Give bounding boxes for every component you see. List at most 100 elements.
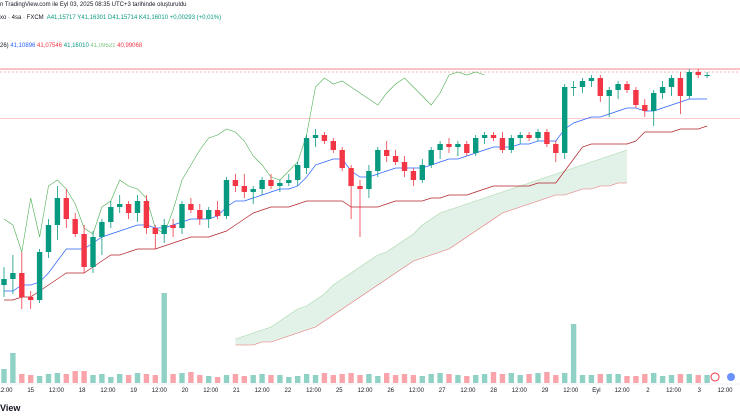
- volume-bar: [72, 371, 78, 383]
- senkou-b-line: [235, 182, 627, 346]
- volume-bar: [268, 375, 274, 383]
- volume-bar: [588, 375, 595, 383]
- ohlc-change: +0,00293 (+0,01%): [169, 15, 222, 21]
- candle-body: [321, 135, 328, 141]
- candle-body: [695, 72, 701, 75]
- volume-bar: [579, 375, 586, 383]
- x-tick-label: 12:00: [100, 388, 116, 394]
- candle-body: [72, 219, 78, 234]
- candle-body: [214, 210, 221, 216]
- candle-body: [28, 297, 34, 300]
- volume-bar: [206, 376, 212, 383]
- volume-bar: [428, 374, 434, 383]
- volume-bar: [161, 293, 167, 383]
- senkou-b-value: 40,99068: [117, 43, 143, 49]
- volume-bar: [197, 375, 203, 383]
- candle-body: [330, 141, 336, 150]
- candle-body: [481, 135, 488, 138]
- candle-body: [161, 225, 167, 234]
- candle-body: [597, 78, 603, 96]
- candle-body: [188, 204, 194, 210]
- volume-bar: [63, 374, 69, 383]
- volume-bar: [481, 374, 488, 383]
- candle-body: [677, 78, 684, 96]
- candle-body: [704, 75, 710, 76]
- brand-logo-text: View: [0, 403, 21, 413]
- volume-bar: [259, 374, 265, 383]
- candle-body: [499, 138, 506, 150]
- candle-body: [45, 225, 52, 252]
- volume-bar: [437, 373, 443, 383]
- volume-bar: [143, 374, 150, 383]
- volume-bar: [633, 376, 639, 383]
- volume-bar: [366, 374, 372, 383]
- candle-body: [259, 180, 265, 189]
- candle-body: [464, 144, 470, 153]
- x-tick-label: 15: [27, 388, 34, 394]
- volume-bar: [384, 373, 390, 383]
- volume-bar: [677, 374, 684, 383]
- volume-bar: [330, 375, 336, 383]
- volume-bar: [499, 374, 506, 383]
- volume-bar: [597, 374, 603, 383]
- volume-bar: [562, 373, 568, 383]
- candle-body: [392, 156, 399, 162]
- candle-body: [384, 150, 390, 156]
- ichimoku-cloud: [235, 150, 627, 345]
- candle-body: [250, 189, 256, 192]
- x-tick-label: 12:00: [460, 388, 476, 394]
- candle-body: [108, 207, 114, 222]
- volume-bar: [508, 373, 514, 383]
- x-tick-label: 12:00: [203, 388, 219, 394]
- candle-body: [295, 165, 301, 180]
- volume-bar: [517, 375, 523, 383]
- x-tick-label: 25: [336, 388, 343, 394]
- volume-bar: [90, 375, 96, 383]
- x-tick-label: 22: [285, 388, 292, 394]
- candle-body: [241, 186, 247, 192]
- x-tick-label: 2: [646, 388, 650, 394]
- volume-bar: [410, 375, 417, 383]
- volume-bar: [223, 375, 230, 383]
- x-tick-label: 29: [542, 388, 549, 394]
- candle-body: [588, 78, 595, 81]
- candle-body: [517, 135, 523, 138]
- candle-body: [401, 162, 408, 171]
- volume-bar: [526, 374, 532, 383]
- ohlc-close: K41,16010: [139, 15, 169, 21]
- volume-bar: [312, 375, 319, 383]
- candle-body: [134, 201, 141, 213]
- price-lines: [0, 68, 740, 119]
- volume-bar: [704, 375, 710, 383]
- candle-body: [179, 204, 185, 228]
- volume-bar: [473, 375, 479, 383]
- ohlc-high: Y41,16301: [77, 15, 107, 21]
- volume-bar: [303, 374, 310, 383]
- volume-bar: [10, 353, 16, 383]
- x-tick-label: 26: [387, 388, 394, 394]
- history-icon[interactable]: [710, 372, 720, 382]
- volume-bar: [357, 375, 363, 383]
- candle-body: [277, 183, 283, 186]
- indicator-params: 26): [0, 43, 9, 49]
- candle-body: [668, 78, 675, 87]
- candle-body: [357, 186, 363, 189]
- x-tick-label: 12:00: [512, 388, 528, 394]
- volume-bar: [188, 372, 194, 383]
- x-tick-label: 18: [79, 388, 86, 394]
- volume-bar: [348, 373, 354, 383]
- candle-body: [170, 225, 176, 228]
- volume-bar: [375, 376, 381, 383]
- cloud-fill: [235, 150, 627, 345]
- volume-bar: [392, 375, 399, 383]
- volume-bar: [544, 372, 550, 383]
- candle-body: [348, 168, 354, 186]
- volume-bar: [214, 377, 221, 383]
- x-tick-label: 28: [490, 388, 497, 394]
- volume-bar: [624, 376, 630, 383]
- tenkan-line: [4, 98, 708, 292]
- candle-body: [615, 84, 621, 90]
- candle-body: [19, 273, 25, 297]
- candle-body: [553, 144, 559, 153]
- candle-body: [81, 234, 87, 267]
